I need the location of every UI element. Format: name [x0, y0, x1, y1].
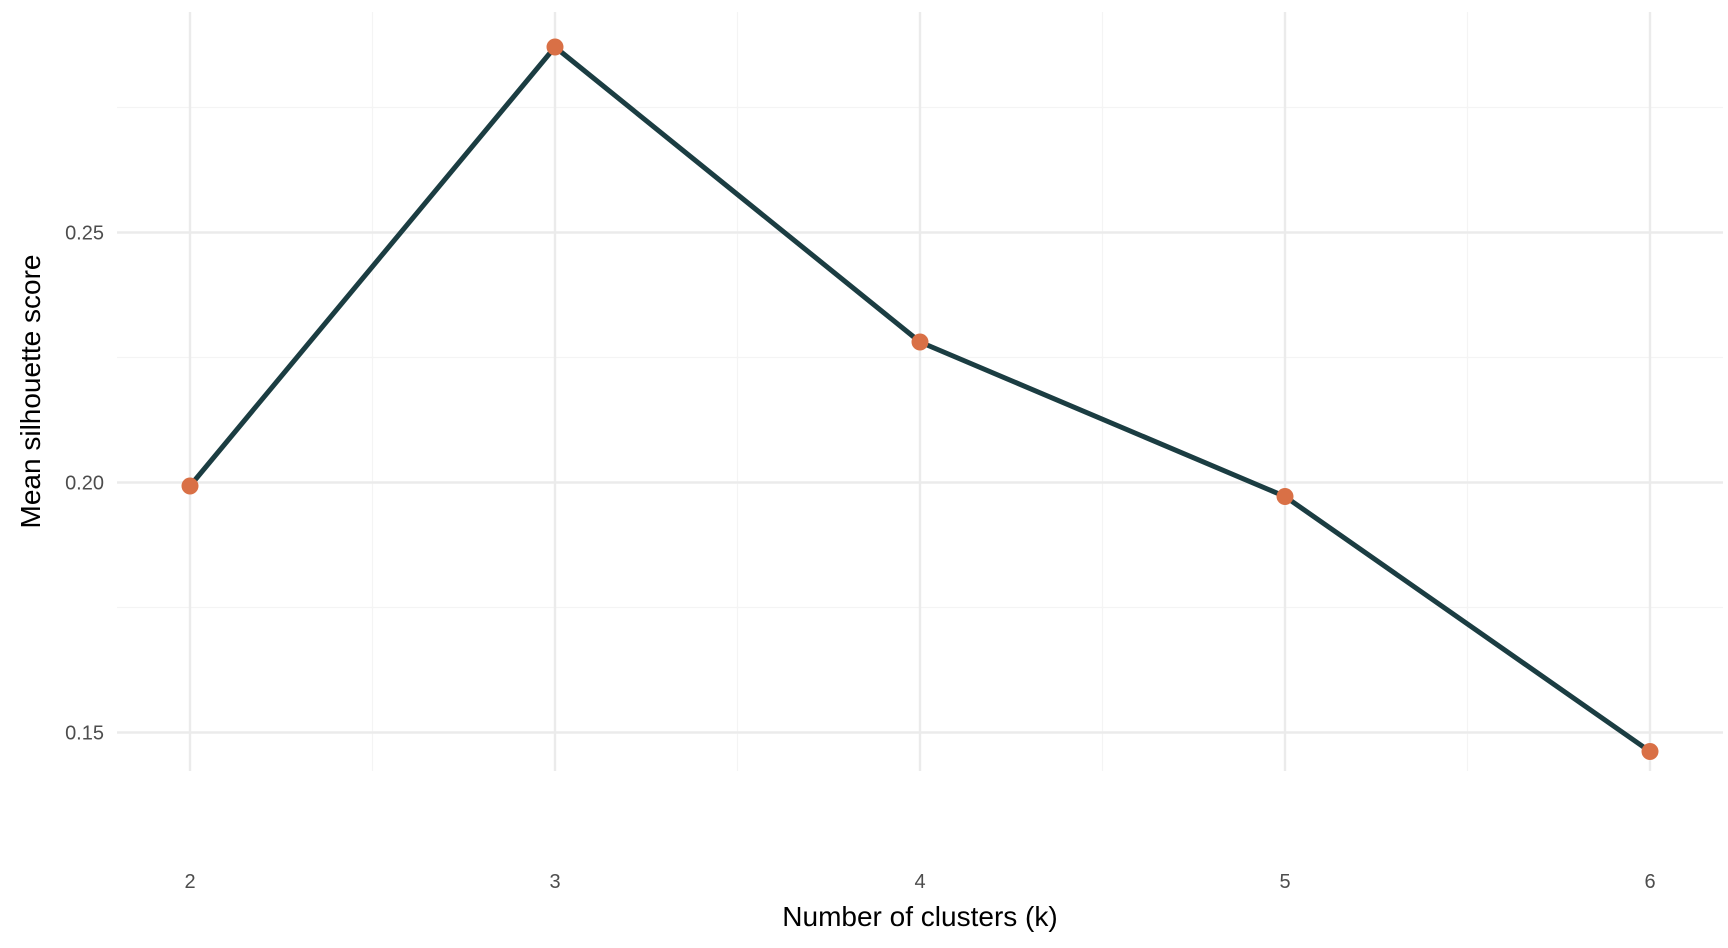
x-tick-label-0: 2 — [184, 871, 195, 893]
y-tick-label-1: 0.20 — [65, 473, 104, 495]
x-tick-label-4: 6 — [1644, 871, 1655, 893]
y-axis-title: Mean silhouette score — [15, 255, 46, 529]
data-point-k3 — [546, 38, 564, 56]
y-tick-label-2: 0.25 — [65, 223, 104, 245]
data-point-k4 — [911, 333, 929, 351]
x-axis-title: Number of clusters (k) — [782, 901, 1057, 932]
data-point-k2 — [181, 477, 199, 495]
major-gridlines — [117, 12, 1723, 771]
data-point-k6 — [1641, 743, 1659, 760]
data-point-k5 — [1276, 488, 1294, 505]
y-tick-label-0: 0.15 — [65, 723, 104, 745]
series-points — [181, 38, 1659, 760]
x-tick-label-1: 3 — [549, 871, 560, 893]
x-tick-label-2: 4 — [914, 871, 925, 893]
x-tick-labels: 2 3 4 5 6 — [184, 871, 1655, 893]
x-tick-label-3: 5 — [1279, 871, 1290, 893]
y-tick-labels: 0.15 0.20 0.25 — [65, 223, 104, 745]
